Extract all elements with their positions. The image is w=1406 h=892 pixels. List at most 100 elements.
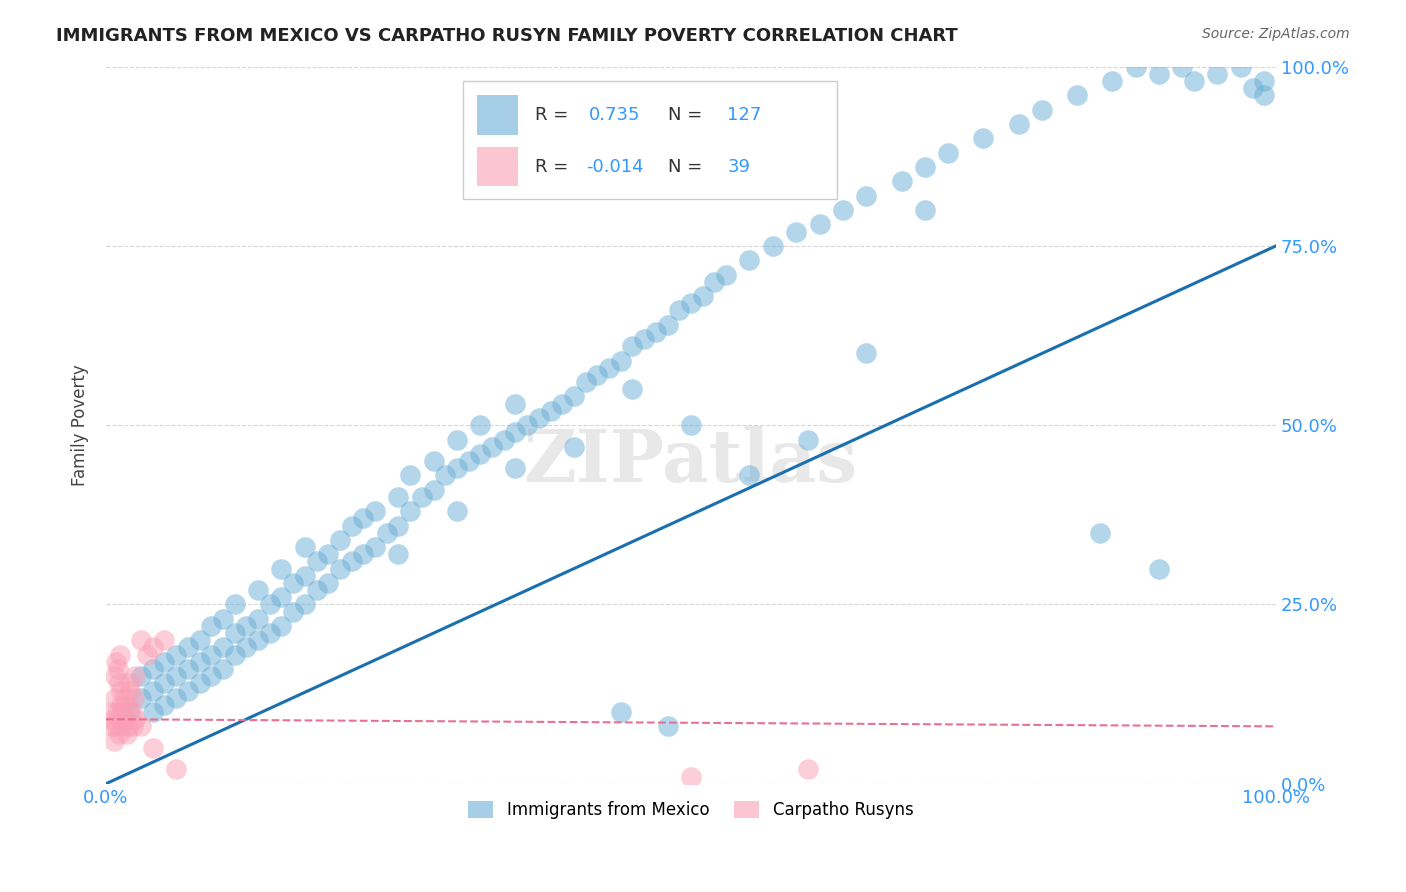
Immigrants from Mexico	[177, 640, 200, 655]
Immigrants from Mexico	[142, 662, 165, 676]
Immigrants from Mexico	[270, 619, 292, 633]
Immigrants from Mexico	[235, 619, 257, 633]
Immigrants from Mexico	[352, 547, 374, 561]
Immigrants from Mexico	[855, 188, 877, 202]
Carpatho Rusyns	[121, 705, 143, 719]
Immigrants from Mexico	[446, 504, 468, 518]
Immigrants from Mexico	[505, 397, 527, 411]
Text: 127: 127	[727, 106, 762, 124]
Immigrants from Mexico	[457, 454, 479, 468]
Immigrants from Mexico	[329, 561, 352, 575]
Immigrants from Mexico	[914, 202, 936, 217]
Immigrants from Mexico	[785, 225, 807, 239]
Carpatho Rusyns	[110, 683, 132, 698]
Carpatho Rusyns	[105, 655, 128, 669]
Immigrants from Mexico	[165, 690, 187, 705]
Immigrants from Mexico	[165, 648, 187, 662]
Immigrants from Mexico	[481, 440, 503, 454]
Immigrants from Mexico	[212, 640, 235, 655]
Immigrants from Mexico	[224, 598, 246, 612]
Immigrants from Mexico	[200, 669, 222, 683]
Immigrants from Mexico	[422, 454, 444, 468]
Immigrants from Mexico	[679, 418, 702, 433]
Immigrants from Mexico	[340, 554, 363, 568]
Immigrants from Mexico	[609, 353, 631, 368]
Y-axis label: Family Poverty: Family Poverty	[72, 364, 89, 486]
Immigrants from Mexico	[364, 540, 387, 554]
Carpatho Rusyns	[101, 712, 124, 726]
Immigrants from Mexico	[281, 605, 304, 619]
Immigrants from Mexico	[294, 598, 316, 612]
Immigrants from Mexico	[1206, 67, 1229, 81]
Carpatho Rusyns	[165, 763, 187, 777]
Immigrants from Mexico	[914, 160, 936, 174]
Immigrants from Mexico	[738, 468, 761, 483]
Immigrants from Mexico	[855, 346, 877, 360]
Carpatho Rusyns	[142, 640, 165, 655]
Immigrants from Mexico	[540, 404, 562, 418]
Immigrants from Mexico	[633, 332, 655, 346]
Immigrants from Mexico	[352, 511, 374, 525]
Immigrants from Mexico	[657, 318, 679, 332]
FancyBboxPatch shape	[477, 147, 517, 186]
Carpatho Rusyns	[129, 633, 152, 648]
Immigrants from Mexico	[247, 633, 270, 648]
Carpatho Rusyns	[103, 733, 125, 747]
Immigrants from Mexico	[270, 561, 292, 575]
Immigrants from Mexico	[703, 275, 725, 289]
Immigrants from Mexico	[1125, 60, 1147, 74]
Immigrants from Mexico	[399, 504, 422, 518]
Immigrants from Mexico	[1007, 117, 1029, 131]
Carpatho Rusyns	[107, 726, 129, 740]
Immigrants from Mexico	[387, 490, 409, 504]
Carpatho Rusyns	[117, 698, 139, 712]
Immigrants from Mexico	[1090, 525, 1112, 540]
Carpatho Rusyns	[142, 740, 165, 755]
Immigrants from Mexico	[142, 683, 165, 698]
Immigrants from Mexico	[1230, 60, 1253, 74]
Immigrants from Mexico	[890, 174, 912, 188]
Immigrants from Mexico	[235, 640, 257, 655]
Immigrants from Mexico	[270, 591, 292, 605]
Text: -0.014: -0.014	[586, 158, 644, 176]
Immigrants from Mexico	[129, 669, 152, 683]
Carpatho Rusyns	[122, 690, 145, 705]
Text: N =: N =	[668, 106, 702, 124]
Immigrants from Mexico	[762, 239, 785, 253]
Carpatho Rusyns	[118, 676, 141, 690]
Immigrants from Mexico	[316, 547, 339, 561]
Immigrants from Mexico	[142, 705, 165, 719]
Carpatho Rusyns	[114, 712, 136, 726]
Carpatho Rusyns	[104, 669, 127, 683]
Immigrants from Mexico	[200, 648, 222, 662]
Carpatho Rusyns	[679, 770, 702, 784]
Immigrants from Mexico	[446, 461, 468, 475]
Immigrants from Mexico	[387, 518, 409, 533]
Carpatho Rusyns	[129, 719, 152, 733]
FancyBboxPatch shape	[463, 81, 837, 199]
Immigrants from Mexico	[340, 518, 363, 533]
Carpatho Rusyns	[110, 698, 132, 712]
Carpatho Rusyns	[121, 719, 143, 733]
Immigrants from Mexico	[399, 468, 422, 483]
Text: ZIPatlas: ZIPatlas	[524, 425, 858, 497]
Immigrants from Mexico	[316, 576, 339, 591]
Immigrants from Mexico	[692, 289, 714, 303]
Immigrants from Mexico	[259, 626, 281, 640]
Carpatho Rusyns	[105, 719, 128, 733]
Immigrants from Mexico	[305, 554, 328, 568]
Immigrants from Mexico	[329, 533, 352, 547]
Immigrants from Mexico	[364, 504, 387, 518]
Immigrants from Mexico	[470, 447, 492, 461]
Immigrants from Mexico	[492, 433, 515, 447]
Immigrants from Mexico	[212, 662, 235, 676]
Immigrants from Mexico	[516, 418, 538, 433]
FancyBboxPatch shape	[477, 95, 517, 135]
Immigrants from Mexico	[224, 648, 246, 662]
Immigrants from Mexico	[714, 268, 737, 282]
Carpatho Rusyns	[111, 719, 134, 733]
Immigrants from Mexico	[679, 296, 702, 310]
Immigrants from Mexico	[165, 669, 187, 683]
Text: R =: R =	[536, 158, 568, 176]
Immigrants from Mexico	[188, 633, 211, 648]
